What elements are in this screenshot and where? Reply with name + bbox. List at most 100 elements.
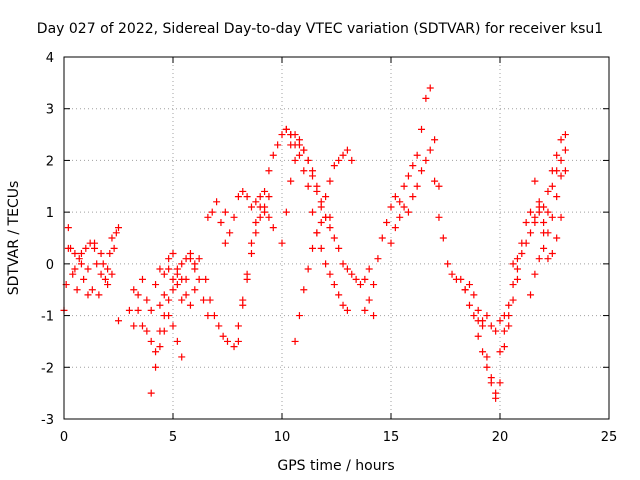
- series-trace-g: [202, 275, 231, 345]
- data-point: [104, 265, 112, 273]
- data-point: [557, 172, 565, 180]
- data-point: [431, 136, 439, 144]
- data-point: [77, 250, 85, 258]
- data-point: [202, 275, 210, 283]
- data-point: [186, 255, 194, 263]
- data-point: [365, 265, 373, 273]
- data-point: [215, 322, 223, 330]
- data-point: [483, 363, 491, 371]
- data-point: [431, 177, 439, 185]
- data-point: [224, 337, 231, 345]
- data-point: [509, 260, 517, 268]
- x-axis-label: GPS time / hours: [277, 458, 394, 474]
- data-point: [221, 239, 229, 247]
- data-point: [370, 281, 378, 289]
- data-point: [448, 270, 456, 278]
- data-point: [322, 260, 330, 268]
- data-point: [492, 327, 500, 335]
- data-point: [492, 389, 500, 397]
- data-point: [204, 213, 212, 221]
- data-point: [156, 327, 164, 335]
- data-point: [465, 301, 473, 309]
- data-point: [330, 162, 338, 170]
- data-point: [361, 275, 369, 283]
- data-point: [64, 224, 72, 232]
- data-point: [317, 198, 325, 206]
- data-point: [339, 151, 347, 159]
- data-point: [110, 244, 118, 252]
- x-tick-label: 25: [601, 430, 618, 445]
- data-point: [226, 229, 234, 237]
- data-point: [160, 291, 168, 299]
- data-point: [239, 301, 247, 309]
- series-trace-u: [518, 131, 569, 258]
- data-point: [134, 291, 142, 299]
- series-trace-t: [474, 306, 513, 335]
- data-point: [75, 255, 83, 263]
- data-point: [531, 213, 539, 221]
- x-tick-label: 10: [274, 430, 291, 445]
- data-point: [73, 286, 81, 294]
- series-trace-s: [461, 265, 521, 397]
- data-point: [322, 193, 330, 201]
- data-point: [304, 265, 312, 273]
- data-point: [409, 162, 417, 170]
- data-point: [561, 146, 569, 154]
- series-trace-l: [282, 125, 351, 314]
- series-trace-q: [370, 84, 521, 402]
- data-point: [152, 348, 160, 356]
- data-point: [130, 322, 138, 330]
- data-point: [69, 270, 77, 278]
- data-point: [339, 301, 347, 309]
- data-point: [130, 286, 138, 294]
- data-point: [518, 239, 526, 247]
- data-point: [553, 234, 561, 242]
- data-point: [82, 244, 90, 252]
- series-trace-e: [147, 250, 199, 397]
- data-point: [343, 306, 351, 314]
- data-point: [234, 337, 242, 345]
- data-point: [165, 296, 173, 304]
- data-point: [304, 182, 312, 190]
- x-tick-label: 0: [60, 430, 68, 445]
- data-point: [234, 322, 242, 330]
- data-point: [295, 136, 303, 144]
- data-point: [265, 213, 273, 221]
- data-point: [252, 218, 260, 226]
- data-point: [378, 234, 386, 242]
- data-point: [106, 250, 114, 258]
- data-point: [195, 275, 203, 283]
- series-trace-c: [125, 250, 203, 330]
- data-point: [309, 244, 317, 252]
- data-point: [540, 218, 548, 226]
- data-point: [540, 229, 548, 237]
- data-point: [182, 291, 190, 299]
- data-point: [247, 203, 255, 211]
- data-point: [561, 167, 569, 175]
- series-trace-w: [509, 203, 565, 268]
- y-axis-label: SDTVAR / TECUs: [6, 181, 22, 296]
- y-tick-label: 0: [46, 258, 54, 273]
- data-point: [535, 198, 543, 206]
- data-point: [505, 301, 513, 309]
- data-point: [278, 131, 286, 139]
- data-point: [335, 156, 343, 164]
- data-point: [396, 198, 404, 206]
- data-point: [88, 286, 96, 294]
- data-point: [115, 317, 122, 325]
- y-tick-label: -3: [41, 413, 54, 428]
- data-point: [200, 296, 208, 304]
- data-point: [309, 167, 317, 175]
- data-point: [470, 291, 478, 299]
- data-point: [152, 281, 160, 289]
- data-point: [77, 260, 85, 268]
- data-point: [330, 234, 338, 242]
- data-point: [474, 306, 482, 314]
- data-point: [400, 203, 408, 211]
- data-point: [269, 224, 277, 232]
- data-point: [71, 250, 79, 258]
- data-point: [173, 281, 181, 289]
- data-point: [156, 265, 164, 273]
